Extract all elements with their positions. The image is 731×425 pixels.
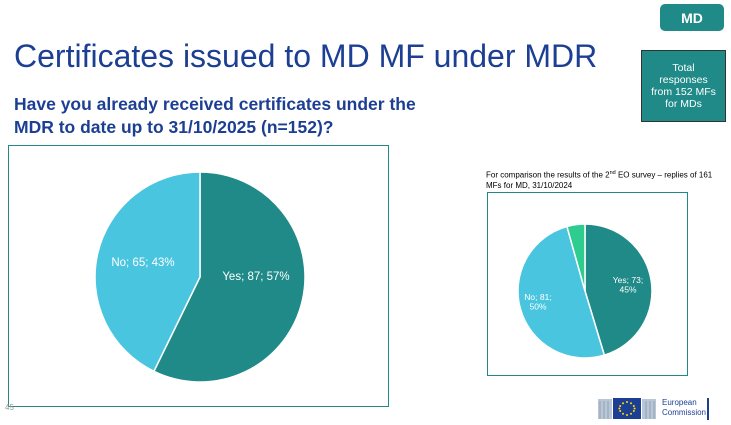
building-icon: [598, 399, 656, 419]
ec-logo-text: European Commission: [662, 398, 706, 418]
pie-slice-yes: [152, 171, 306, 383]
pie-label-yes: Yes; 73; 45%: [613, 275, 643, 295]
question-subtitle: Have you already received certificates u…: [14, 94, 416, 137]
comparison-chart-frame: Yes; 73; 45% No; 81; 50% No answer; 7; 5%: [487, 192, 688, 376]
eu-flag-icon: [613, 398, 641, 419]
pie-label-no-answer: No answer; 7; 5%: [549, 196, 579, 225]
ec-logo-line: European: [662, 398, 697, 407]
main-pie-chart: Yes; 87; 57% No; 65; 43%: [94, 171, 306, 383]
pie-label-yes: Yes; 87; 57%: [222, 271, 289, 283]
pie-slice-no-answer: [565, 223, 586, 292]
pie-slice-no: [517, 225, 606, 359]
comparison-note: For comparison the results of the 2nd EO…: [486, 168, 716, 191]
md-badge: MD: [660, 4, 724, 31]
pie-label-no: No; 81; 50%: [524, 292, 551, 312]
ec-logo-divider: [707, 398, 709, 420]
comparison-note-pre: For comparison the results of the 2: [486, 170, 610, 180]
page-title: Certificates issued to MD MF under MDR: [14, 38, 598, 74]
pie-slice-no: [94, 171, 201, 373]
total-line: Total: [672, 62, 695, 74]
pie-label-no: No; 65; 43%: [111, 257, 174, 269]
european-commission-logo: [598, 398, 656, 419]
total-line: for MDs: [665, 98, 702, 110]
main-chart-frame: Yes; 87; 57% No; 65; 43%: [8, 145, 389, 407]
total-line: from 152 MFs: [651, 86, 716, 98]
total-responses-box: Total responses from 152 MFs for MDs: [641, 50, 726, 122]
comparison-note-sup: nd: [609, 170, 616, 176]
page-number: 45: [5, 403, 14, 412]
pie-slice-yes: [584, 223, 653, 357]
comparison-note-post: EO survey – replies of 161 MFs for MD, 3…: [486, 170, 713, 190]
ec-logo-line: Commission: [662, 408, 707, 417]
comparison-pie-chart: Yes; 73; 45% No; 81; 50% No answer; 7; 5%: [517, 196, 653, 359]
total-line: responses: [659, 74, 708, 86]
